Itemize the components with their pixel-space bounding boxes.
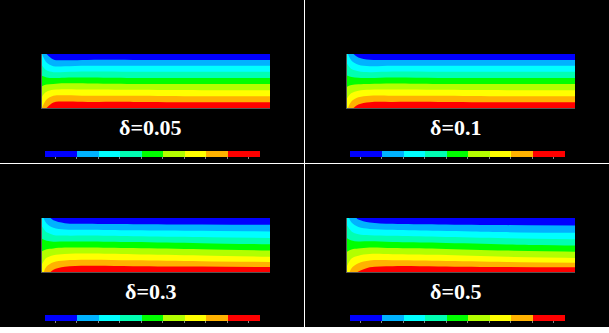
svg-text:δ=0.3: δ=0.3 — [125, 279, 176, 304]
svg-text:δ=0.5: δ=0.5 — [430, 279, 481, 304]
svg-text:δ=0.1: δ=0.1 — [430, 115, 481, 140]
svg-text:δ=0.05: δ=0.05 — [119, 115, 181, 140]
